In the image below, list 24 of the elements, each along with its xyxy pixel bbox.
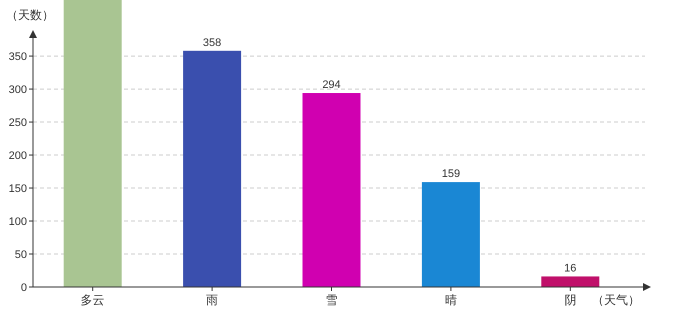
data-label: 358 <box>202 36 222 49</box>
x-tick-label: 多云 <box>80 293 105 307</box>
y-axis-title: （天数） <box>6 8 54 22</box>
y-tick-label: 0 <box>20 282 27 294</box>
bar <box>422 182 480 287</box>
x-axis-title: （天气） <box>592 293 640 307</box>
y-tick-label: 100 <box>8 216 27 228</box>
x-tick-label: 雪 <box>326 293 338 307</box>
bar <box>541 276 600 287</box>
data-label: 294 <box>322 79 341 92</box>
y-tick-label: 300 <box>8 84 27 96</box>
y-tick-label: 150 <box>8 183 27 196</box>
x-tick-label: 雨 <box>206 293 218 307</box>
y-tick-label: 50 <box>14 249 27 262</box>
y-tick-label: 350 <box>8 51 27 64</box>
data-label: 16 <box>564 262 576 274</box>
data-label: 159 <box>442 168 460 180</box>
bar <box>183 50 242 287</box>
x-tick-label: 阴 <box>564 293 576 307</box>
bar <box>64 0 122 287</box>
y-tick-label: 200 <box>8 150 27 162</box>
bar <box>302 93 360 287</box>
y-tick-label: 250 <box>8 117 27 130</box>
x-tick-label: 晴 <box>444 293 457 307</box>
